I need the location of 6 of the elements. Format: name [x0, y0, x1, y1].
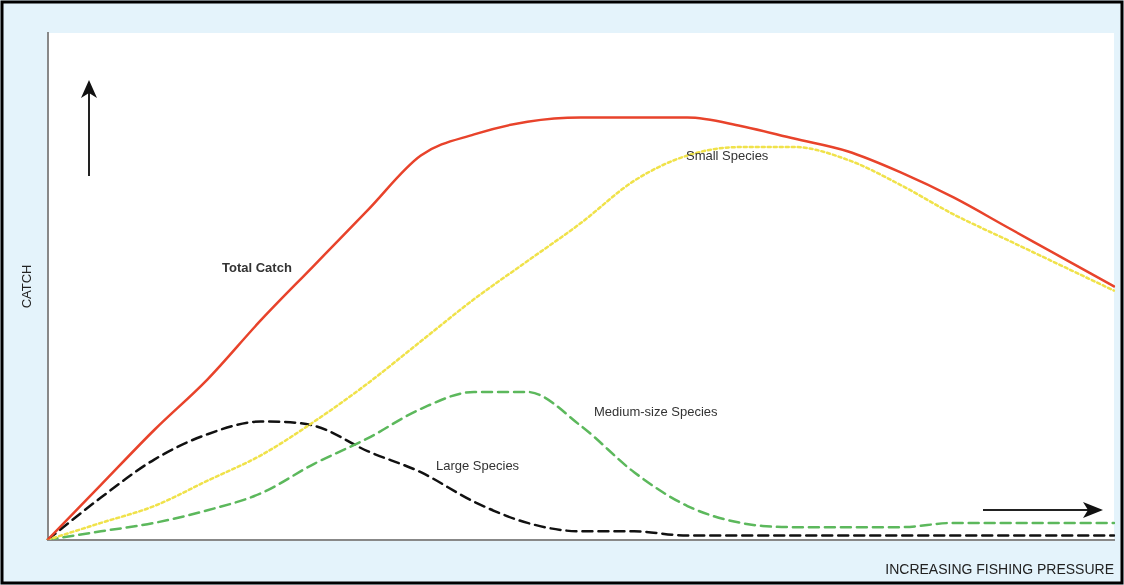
series-label: Medium-size Species	[594, 403, 719, 419]
series-label: Large Species	[436, 457, 520, 473]
y-axis-title: CATCH	[19, 264, 35, 309]
series-label: Small Species	[686, 147, 769, 163]
x-axis-title: INCREASING FISHING PRESSURE	[885, 561, 1114, 578]
series-label: Total Catch	[222, 259, 292, 275]
